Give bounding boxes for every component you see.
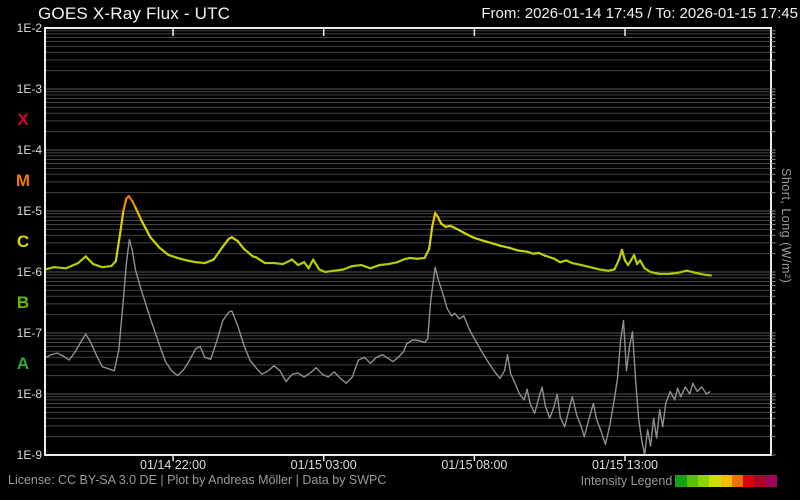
flare-class-label-x: X [17,109,29,129]
flare-class-label-b: B [16,292,30,312]
flare-class-label-m: M [15,170,31,190]
y-axis-label: 1E-8 [16,387,42,401]
y-axis-label: 1E-9 [16,448,42,462]
intensity-legend: Intensity Legend [581,474,777,488]
license-text: License: CC BY-SA 3.0 DE | Plot by Andre… [8,473,387,487]
x-axis-label: 01/15 08:00 [441,458,508,472]
intensity-swatch [709,475,721,487]
short-flux-curve [45,238,711,455]
intensity-swatch [731,475,744,487]
plot-border [44,27,772,456]
y-axis-label: 1E-7 [16,326,42,340]
intensity-swatch [686,475,698,487]
x-axis-label: 01/15 13:00 [591,458,659,472]
intensity-swatch [675,475,687,487]
y-axis-label: 1E-4 [16,143,42,157]
y-axis-label: 1E-5 [16,204,42,218]
x-axis-label: 01/15 03:00 [290,458,357,472]
flare-class-label-a: A [16,353,30,373]
y-axis-label: 1E-2 [16,21,42,35]
grid-lines [45,30,771,438]
intensity-legend-swatches [675,475,777,487]
intensity-swatch [697,475,710,487]
intensity-legend-label: Intensity Legend [580,474,673,488]
long-flux-curve [45,195,712,277]
page-title: GOES X-Ray Flux - UTC [38,4,231,23]
time-range-label: From: 2026-01-14 17:45 / To: 2026-01-15 … [481,5,798,22]
axis-ticks [172,28,776,461]
intensity-swatch [754,475,766,487]
y-axis-label: 1E-3 [16,82,42,96]
intensity-swatch [720,475,732,487]
y-axis-label: 1E-6 [16,265,42,279]
intensity-swatch [765,475,777,487]
flare-class-label-c: C [16,231,30,251]
x-axis-label: 01/14 22:00 [140,458,207,472]
y-axis-unit-label: Short, Long (W/m²) [779,168,793,284]
intensity-swatch [743,475,755,487]
